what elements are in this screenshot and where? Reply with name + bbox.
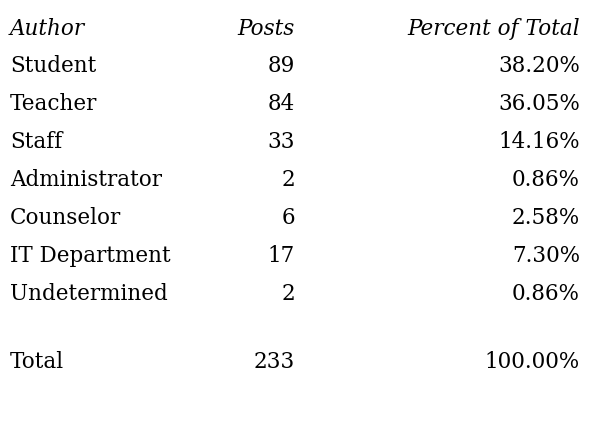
Text: 14.16%: 14.16%	[498, 131, 580, 153]
Text: Staff: Staff	[10, 131, 62, 153]
Text: 0.86%: 0.86%	[512, 169, 580, 191]
Text: Student: Student	[10, 55, 96, 77]
Text: 6: 6	[282, 207, 295, 229]
Text: 84: 84	[268, 93, 295, 115]
Text: Posts: Posts	[238, 18, 295, 40]
Text: 0.86%: 0.86%	[512, 283, 580, 305]
Text: 7.30%: 7.30%	[512, 245, 580, 267]
Text: Total: Total	[10, 351, 64, 373]
Text: Percent of Total: Percent of Total	[407, 18, 580, 40]
Text: 2.58%: 2.58%	[512, 207, 580, 229]
Text: 17: 17	[268, 245, 295, 267]
Text: Author: Author	[10, 18, 85, 40]
Text: 89: 89	[267, 55, 295, 77]
Text: 36.05%: 36.05%	[498, 93, 580, 115]
Text: 33: 33	[267, 131, 295, 153]
Text: 38.20%: 38.20%	[498, 55, 580, 77]
Text: 233: 233	[254, 351, 295, 373]
Text: 100.00%: 100.00%	[485, 351, 580, 373]
Text: IT Department: IT Department	[10, 245, 171, 267]
Text: Administrator: Administrator	[10, 169, 162, 191]
Text: 2: 2	[282, 169, 295, 191]
Text: 2: 2	[282, 283, 295, 305]
Text: Undetermined: Undetermined	[10, 283, 168, 305]
Text: Counselor: Counselor	[10, 207, 121, 229]
Text: Teacher: Teacher	[10, 93, 97, 115]
